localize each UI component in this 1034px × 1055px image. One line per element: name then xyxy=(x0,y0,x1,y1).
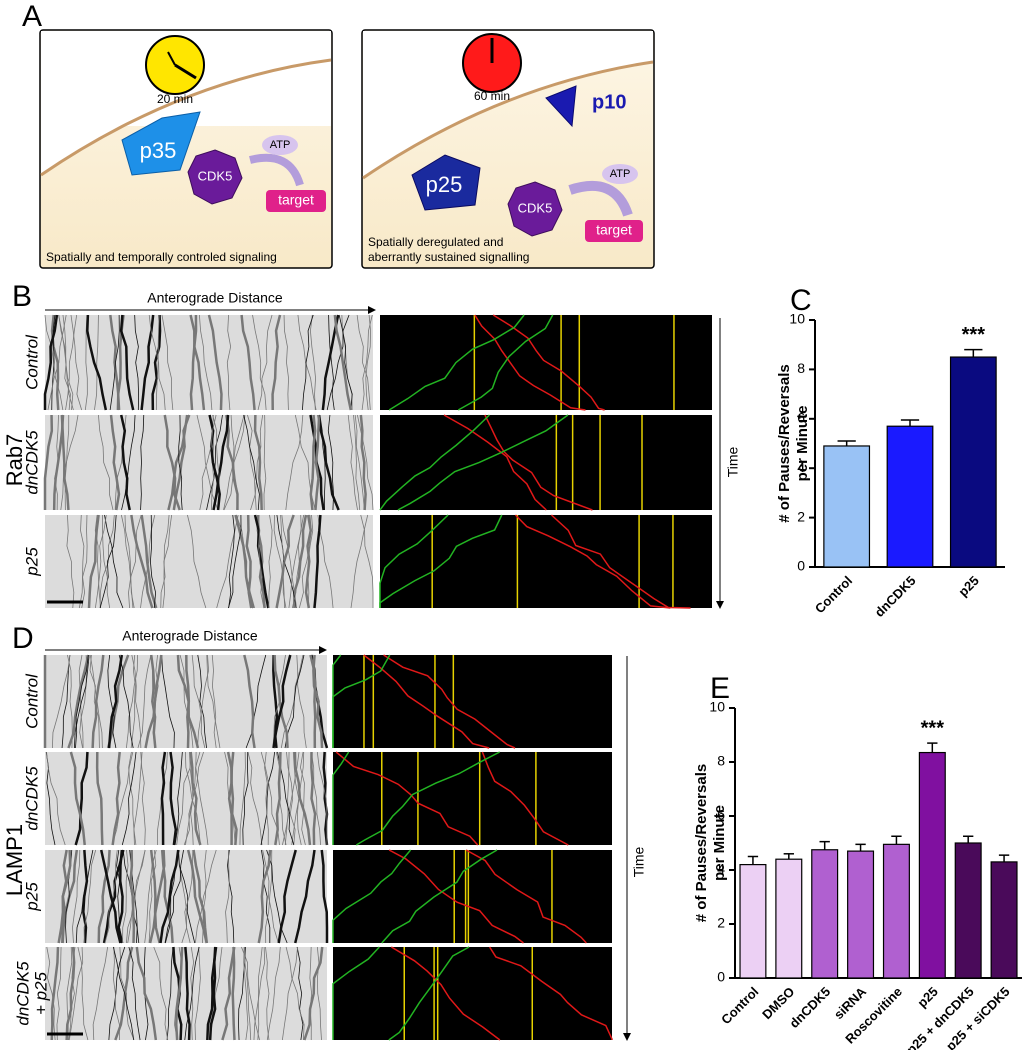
trace-panel xyxy=(380,515,712,608)
annotation: *** xyxy=(921,717,945,739)
x-tick-label: p25 xyxy=(914,984,940,1010)
y-tick-label: 8 xyxy=(717,753,725,769)
arrow-head xyxy=(623,1033,631,1041)
x-tick-label: Control xyxy=(812,573,855,616)
arrow-head xyxy=(716,601,724,609)
protein-label: CDK5 xyxy=(518,200,553,215)
bar xyxy=(740,865,766,978)
bar xyxy=(884,844,910,978)
row-label: Control xyxy=(22,334,41,390)
time-label: Time xyxy=(725,446,741,477)
y-tick-label: 10 xyxy=(789,311,805,327)
y-tick-label: 2 xyxy=(717,915,725,931)
y-axis-label: per Minute xyxy=(711,805,728,881)
y-tick-label: 10 xyxy=(709,699,725,715)
protein-label: p35 xyxy=(140,138,177,163)
row-label: dnCDK5 xyxy=(22,766,41,831)
target-label: target xyxy=(278,192,314,208)
x-tick-label: dnCDK5 xyxy=(872,573,919,620)
annotation: *** xyxy=(962,324,986,346)
panel-label: B xyxy=(12,280,32,313)
bar xyxy=(812,850,838,978)
trace-panel xyxy=(333,947,612,1040)
y-axis-label: per Minute xyxy=(794,406,811,482)
y-tick-label: 0 xyxy=(717,969,725,985)
arrow-head xyxy=(368,306,376,314)
bar xyxy=(919,753,945,978)
bar xyxy=(951,357,997,567)
row-label: dnCDK5 xyxy=(13,961,32,1026)
protein-label: CDK5 xyxy=(198,168,233,183)
axis-label: Anterograde Distance xyxy=(122,628,258,644)
kymograph xyxy=(45,415,373,510)
protein-label: p10 xyxy=(592,91,626,113)
row-label: Control xyxy=(22,673,41,729)
bar xyxy=(991,862,1017,978)
bar xyxy=(776,859,802,978)
x-tick-label: p25 xyxy=(955,573,981,599)
y-tick-label: 2 xyxy=(797,508,805,524)
trace-panel xyxy=(380,415,712,510)
target-label: target xyxy=(596,222,632,238)
bar xyxy=(824,446,870,567)
y-axis-label: # of Pauses/Reversals xyxy=(693,764,710,922)
y-axis-label: # of Pauses/Reversals xyxy=(776,364,793,522)
row-label: p25 xyxy=(22,547,41,577)
clock-label: 20 min xyxy=(157,92,193,106)
x-tick-label: Control xyxy=(718,984,761,1027)
panel-label: A xyxy=(22,0,42,33)
y-tick-label: 8 xyxy=(797,360,805,376)
protein-label: p25 xyxy=(426,172,463,197)
bar xyxy=(955,843,981,978)
clock-label: 60 min xyxy=(474,89,510,103)
arrow-head xyxy=(319,646,327,654)
caption: Spatially deregulated and xyxy=(368,235,503,249)
caption: Spatially and temporally controled signa… xyxy=(46,250,277,264)
row-label: p25 xyxy=(22,882,41,912)
time-label: Time xyxy=(631,846,647,877)
panel-label: D xyxy=(12,622,34,655)
trace-panel xyxy=(333,655,612,748)
atp-label: ATP xyxy=(270,139,291,151)
y-tick-label: 0 xyxy=(797,558,805,574)
axis-label: Anterograde Distance xyxy=(147,290,283,306)
atp-label: ATP xyxy=(610,168,631,180)
row-label: dnCDK5 xyxy=(22,430,41,495)
caption: aberrantly sustained signalling xyxy=(368,250,529,264)
row-label: + p25 xyxy=(31,971,50,1015)
bar xyxy=(848,851,874,978)
bar xyxy=(887,426,933,567)
